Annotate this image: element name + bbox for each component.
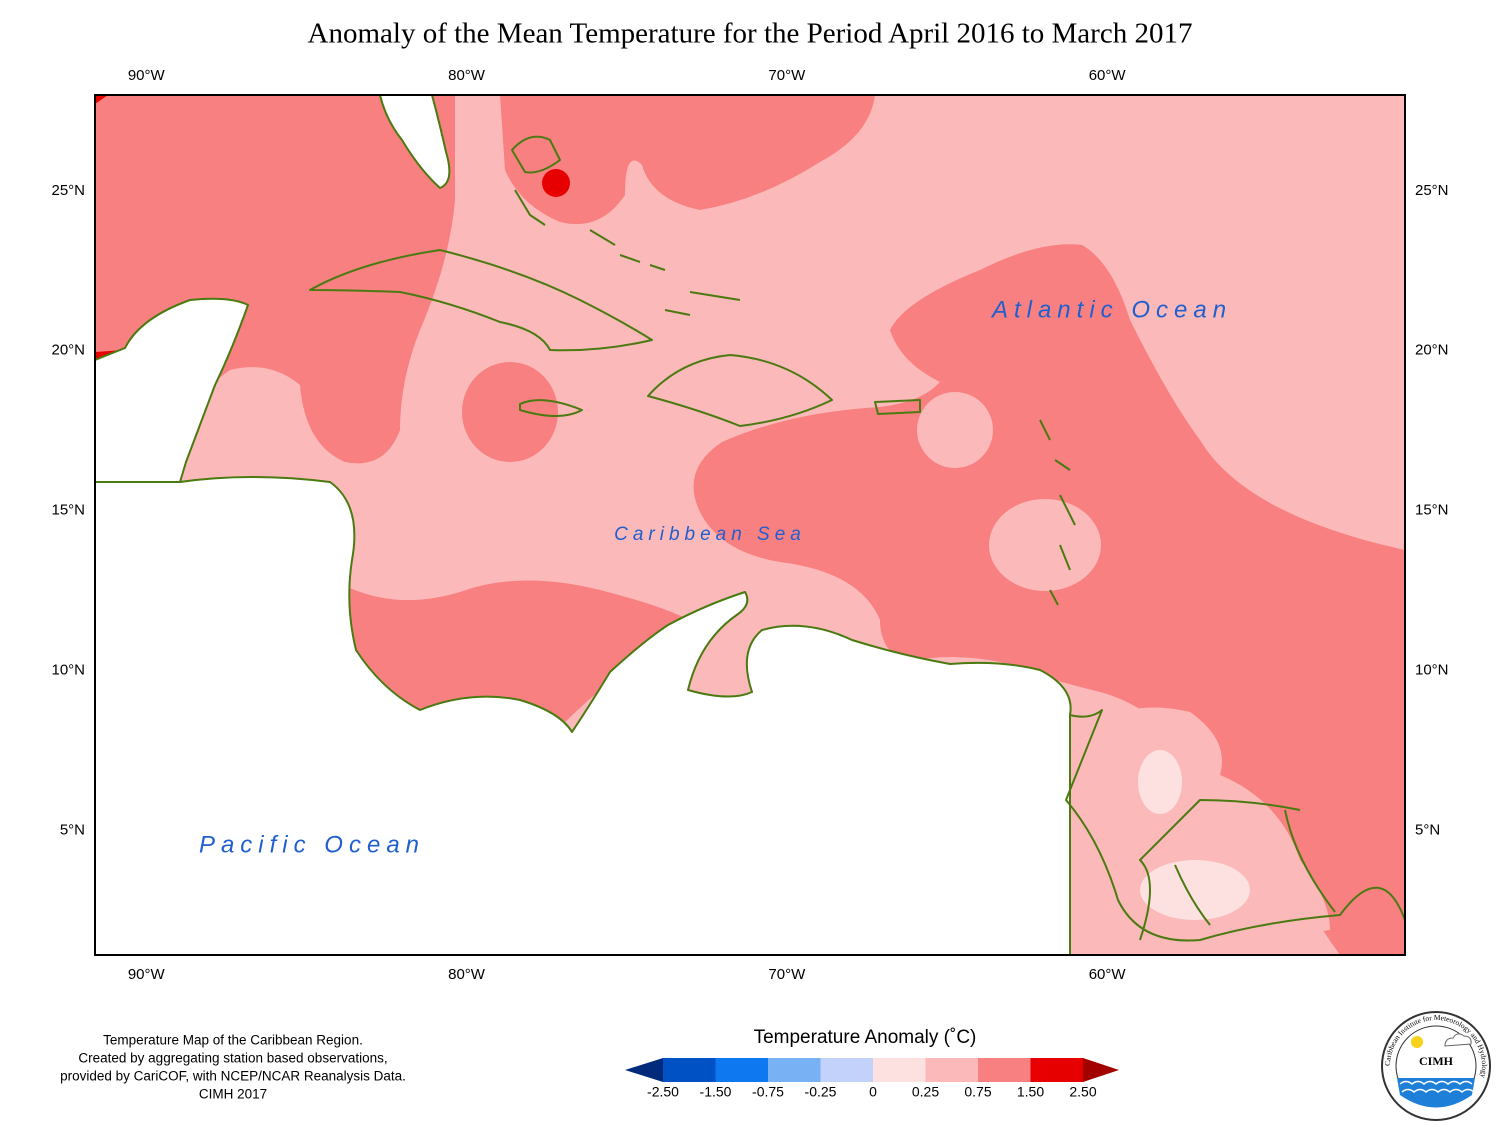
coastlines <box>95 95 1405 955</box>
lat-label: 5°N <box>1415 821 1440 838</box>
lat-label: 20°N <box>51 342 85 359</box>
legend-title: Temperature Anomaly (˚C) <box>754 1027 977 1048</box>
lon-label: 60°W <box>1089 67 1127 84</box>
anomaly-zone <box>350 580 692 725</box>
land <box>379 95 451 189</box>
logo-water <box>1397 1078 1475 1108</box>
legend-tick-label: -0.25 <box>805 1084 837 1100</box>
lat-label: 15°N <box>1415 502 1449 519</box>
legend-swatch <box>768 1058 821 1082</box>
anomaly-zone <box>1140 860 1250 920</box>
island <box>519 399 583 417</box>
lat-label: 15°N <box>51 502 85 519</box>
legend-swatch <box>978 1058 1031 1082</box>
lon-label: 70°W <box>768 67 806 84</box>
island <box>874 399 921 415</box>
anomaly-zone <box>1060 707 1330 955</box>
logo-cloud <box>1444 1033 1472 1047</box>
note-line: Created by aggregating station based obs… <box>78 1051 387 1066</box>
legend-arrow <box>1083 1058 1119 1082</box>
logo-name: CIMH <box>1419 1054 1454 1068</box>
lat-label: 10°N <box>1415 661 1449 678</box>
legend-swatch <box>873 1058 926 1082</box>
map-title: Anomaly of the Mean Temperature for the … <box>308 18 1193 50</box>
coastline <box>1139 799 1336 941</box>
logo-waves <box>1399 1080 1475 1093</box>
legend-tick-label: 0 <box>869 1084 877 1100</box>
legend-tick-label: 2.50 <box>1069 1084 1096 1100</box>
logo: CIMH Caribbean Institute for Meteorology… <box>1381 1011 1491 1121</box>
anomaly-zone <box>462 362 558 462</box>
note-line: provided by CariCOF, with NCEP/NCAR Rean… <box>60 1069 406 1084</box>
legend-tick-label: 1.50 <box>1017 1084 1044 1100</box>
anomaly-zone <box>542 169 570 197</box>
anomaly-zone <box>693 244 1405 955</box>
legend-tick-label: -0.75 <box>752 1084 784 1100</box>
lon-label: 80°W <box>448 67 486 84</box>
legend-swatch <box>925 1058 979 1082</box>
lat-label: 25°N <box>51 182 85 199</box>
note-line: CIMH 2017 <box>199 1087 267 1102</box>
legend-swatch <box>1030 1058 1084 1082</box>
legend-swatch <box>820 1058 874 1082</box>
legend-tick-label: -2.50 <box>647 1084 679 1100</box>
land <box>95 476 1072 955</box>
notes: Temperature Map of the Caribbean Region.… <box>60 1033 406 1102</box>
ocean-label: Atlantic Ocean <box>990 296 1232 323</box>
legend-tick-label: 0.75 <box>964 1084 991 1100</box>
note-line: Temperature Map of the Caribbean Region. <box>103 1033 363 1048</box>
lon-label: 90°W <box>128 67 166 84</box>
logo-sun <box>1411 1036 1423 1048</box>
legend-tick-label: -1.50 <box>700 1084 732 1100</box>
anomaly-zone <box>917 392 993 468</box>
legend: -2.50 -1.50 -0.75 -0.25 0 0.25 0.75 1.50 2.50 <box>625 1058 1119 1100</box>
anomaly-zone <box>95 95 108 104</box>
anomaly-zone <box>989 499 1101 591</box>
lon-label: 80°W <box>448 966 486 983</box>
lat-label: 10°N <box>51 661 85 678</box>
ocean-label: Pacific Ocean <box>199 831 425 858</box>
legend-swatch <box>663 1058 716 1082</box>
legend-tick-label: 0.25 <box>912 1084 939 1100</box>
lon-label: 90°W <box>128 966 166 983</box>
lon-label: 70°W <box>768 966 806 983</box>
anomaly-zone <box>500 95 875 225</box>
lon-label: 60°W <box>1089 966 1127 983</box>
map-frame <box>94 94 1406 956</box>
legend-swatch <box>715 1058 769 1082</box>
island <box>309 249 653 352</box>
coastline <box>1065 709 1405 942</box>
land <box>95 297 249 483</box>
lat-label: 5°N <box>60 821 85 838</box>
legend-arrow <box>625 1058 663 1082</box>
anomaly-zone <box>1138 750 1182 814</box>
lat-label: 25°N <box>1415 182 1449 199</box>
ocean-label: Caribbean Sea <box>614 524 806 545</box>
island <box>511 135 1076 606</box>
lat-label: 20°N <box>1415 342 1449 359</box>
island <box>647 354 833 427</box>
